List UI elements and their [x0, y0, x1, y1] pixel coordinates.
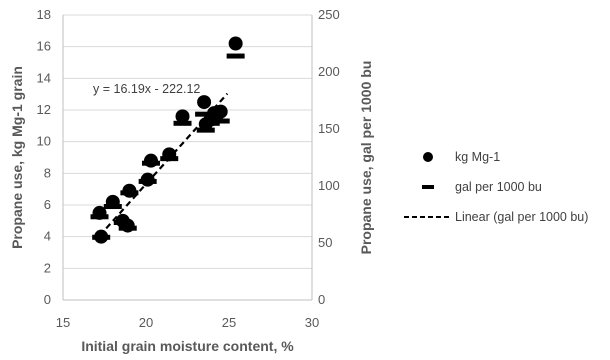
- y-right-tick-label: 50: [318, 235, 332, 250]
- gal-data-point: [173, 120, 192, 126]
- y-left-tick-label: 18: [37, 7, 51, 22]
- y-left-tick-label: 4: [44, 229, 51, 244]
- legend-item-linear: Linear (gal per 1000 bu): [404, 210, 588, 224]
- y-left-tick-label: 2: [44, 260, 51, 275]
- legend-item-gal: gal per 1000 bu: [422, 180, 542, 194]
- legend-dash-marker: [422, 185, 434, 189]
- gal-data-point: [103, 204, 122, 210]
- gal-data-point: [160, 156, 179, 162]
- gal-data-point: [141, 160, 160, 166]
- legend: kg Mg-1 gal per 1000 bu Linear (gal per …: [404, 150, 588, 224]
- axes: [62, 15, 313, 301]
- legend-item-kg: kg Mg-1: [423, 150, 500, 164]
- gal-data-point: [92, 234, 111, 240]
- y-left-tick-label: 10: [37, 134, 51, 149]
- trendline: [98, 92, 229, 237]
- gal-data-point: [118, 225, 137, 231]
- gal-data-point: [226, 53, 245, 59]
- y-left-tick-label: 12: [37, 102, 51, 117]
- y-right-tick-label: 100: [318, 178, 340, 193]
- y-left-tick-label: 8: [44, 165, 51, 180]
- y-left-tick-label: 0: [44, 292, 51, 307]
- legend-label-linear: Linear (gal per 1000 bu): [455, 210, 588, 224]
- gal-data-point: [90, 214, 109, 220]
- y-axis-left-title: Propane use, kg Mg-1 grain: [9, 66, 25, 249]
- y-left-tick-label: 16: [37, 39, 51, 54]
- gal-data-point: [113, 219, 132, 225]
- y-right-tick-label: 200: [318, 64, 340, 79]
- x-axis-title: Initial grain moisture content, %: [81, 338, 294, 354]
- legend-circle-marker: [423, 152, 433, 162]
- gal-data-point: [196, 127, 215, 133]
- legend-label-kg: kg Mg-1: [455, 150, 500, 164]
- y-right-tick-label: 250: [318, 7, 340, 22]
- y-left-tick-label: 6: [44, 197, 51, 212]
- y-right-tick-label: 0: [318, 292, 325, 307]
- gal-data-point: [211, 118, 230, 124]
- kg-data-point: [213, 104, 228, 119]
- x-tick-label: 30: [305, 315, 319, 330]
- legend-label-gal: gal per 1000 bu: [455, 180, 542, 194]
- kg-data-point: [228, 36, 243, 51]
- kg-data-point: [175, 109, 190, 124]
- gal-data-point: [195, 111, 214, 117]
- x-tick-label: 25: [222, 315, 236, 330]
- y-axis-right-title: Propane use, gal per 1000 bu: [358, 61, 374, 255]
- x-tick-label: 15: [56, 315, 70, 330]
- y-left-tick-label: 14: [37, 70, 51, 85]
- data-points: [90, 36, 245, 244]
- y-right-tick-label: 150: [318, 121, 340, 136]
- gal-data-point: [120, 190, 139, 196]
- gal-data-point: [138, 178, 157, 184]
- gal-data-point: [201, 120, 220, 126]
- trendline-equation: y = 16.19x - 222.12: [93, 82, 200, 96]
- trendline-layer: [98, 92, 229, 237]
- kg-data-point: [197, 95, 212, 110]
- x-tick-label: 20: [139, 315, 153, 330]
- tick-labels: 0 2 4 6 8 10 12 14 16 18 0 50 100 150 200 250 15 20 25 30: [37, 7, 340, 330]
